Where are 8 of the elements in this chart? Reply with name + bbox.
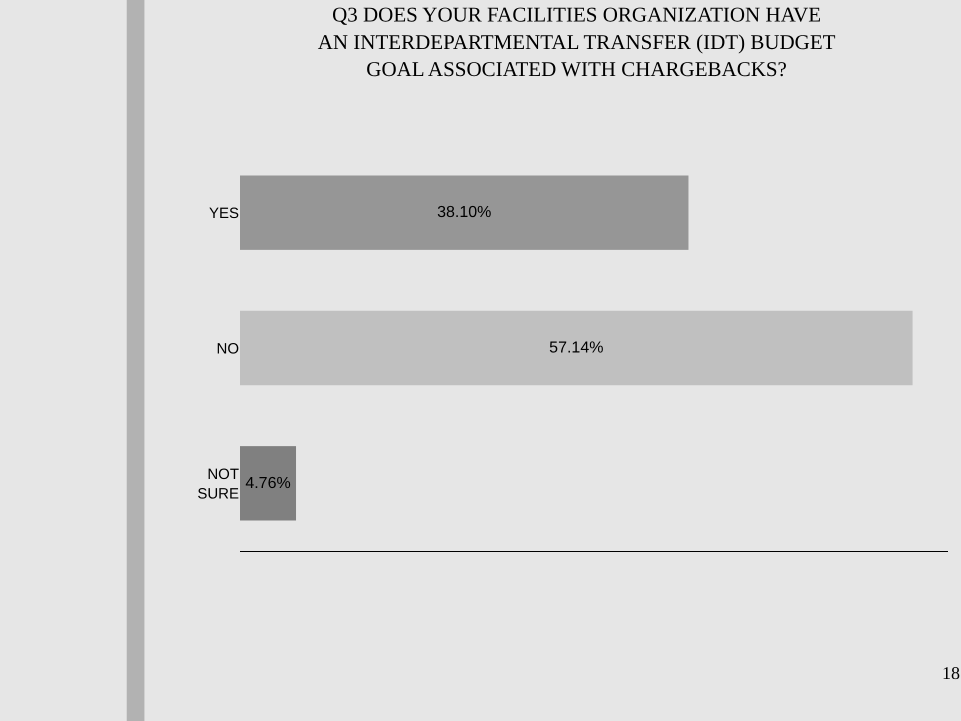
data-label: 57.14% xyxy=(549,340,604,356)
data-label: 4.76% xyxy=(245,474,291,492)
data-label: 38.10% xyxy=(437,204,492,222)
y-tick-label: NOT SURE xyxy=(197,466,239,502)
y-tick-label: YES xyxy=(208,204,239,222)
chart-title: Q3 DOES YOUR FACILITIES ORGANIZATION HAVE AN INTERDEPARTMENTAL TRANSFER (IDT) BUDGET GOAL ASSOCIATED WITH CHARGEBACKS? xyxy=(318,2,836,82)
text: 18 xyxy=(942,663,960,683)
y-tick-label: NO xyxy=(216,340,239,358)
